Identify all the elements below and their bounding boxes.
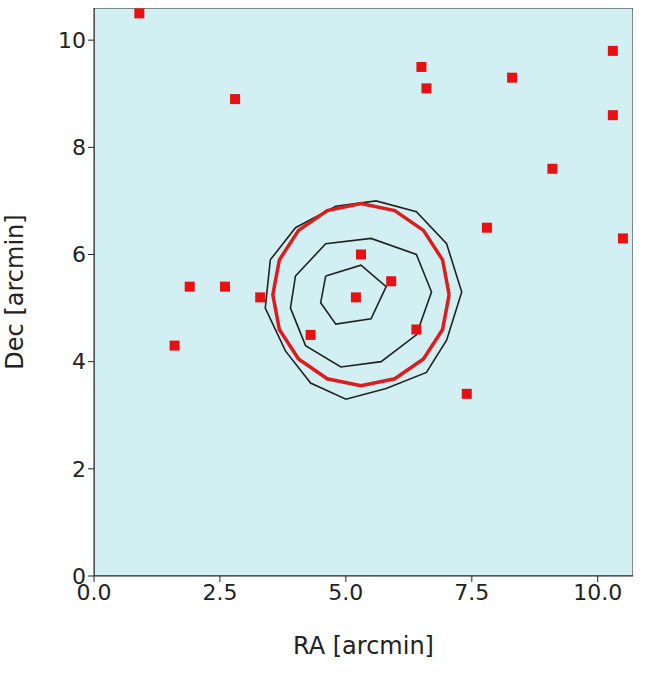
svg-text:10.0: 10.0 <box>573 580 622 605</box>
svg-text:0.0: 0.0 <box>76 579 112 605</box>
svg-text:0: 0 <box>72 564 86 589</box>
svg-text:4: 4 <box>72 349 86 374</box>
svg-text:Dec [arcmin]: Dec [arcmin] <box>1 214 29 369</box>
svg-text:5.0: 5.0 <box>328 580 363 605</box>
svg-text:7.5: 7.5 <box>454 580 489 605</box>
svg-text:RA [arcmin]: RA [arcmin] <box>293 632 434 660</box>
svg-text:6: 6 <box>72 242 86 267</box>
svg-text:10: 10 <box>58 28 86 53</box>
svg-text:8: 8 <box>72 135 86 160</box>
svg-text:2: 2 <box>72 457 86 482</box>
svg-text:2.5: 2.5 <box>202 580 237 605</box>
